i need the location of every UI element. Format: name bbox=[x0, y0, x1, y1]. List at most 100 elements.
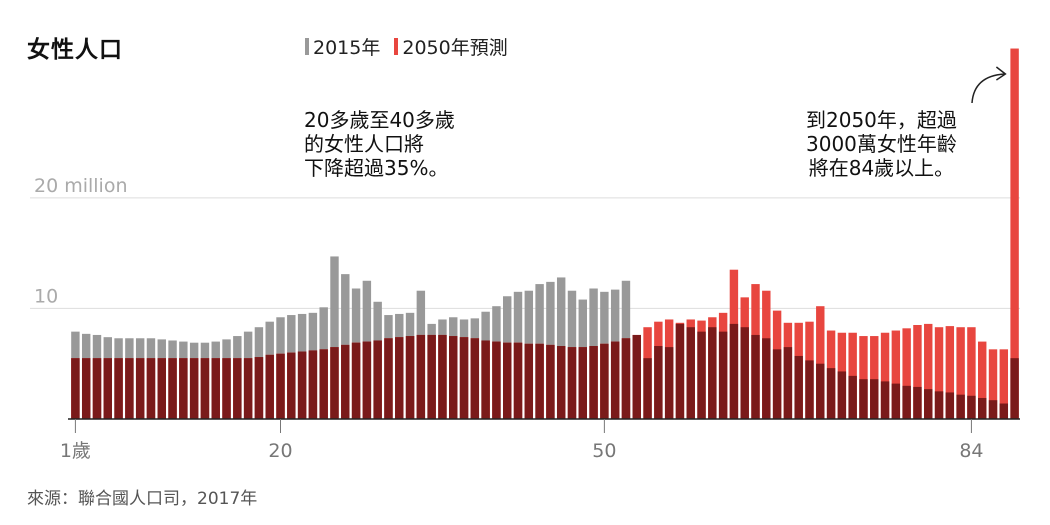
bar-overlap bbox=[740, 327, 749, 419]
bar-overlap bbox=[524, 343, 534, 419]
bar-overlap bbox=[654, 346, 663, 419]
bar-overlap bbox=[664, 347, 674, 419]
bar-2050 bbox=[816, 306, 825, 419]
bar-overlap bbox=[189, 358, 199, 419]
bar-2050 bbox=[999, 349, 1009, 419]
bar-overlap bbox=[135, 358, 145, 419]
bar-overlap bbox=[600, 343, 609, 419]
bar-2015 bbox=[330, 256, 339, 419]
bar-overlap bbox=[556, 346, 566, 419]
bar-overlap bbox=[783, 347, 793, 419]
bar-2050 bbox=[913, 325, 922, 419]
bar-overlap bbox=[675, 323, 685, 419]
bar-overlap bbox=[686, 327, 695, 419]
bar-overlap bbox=[643, 358, 652, 419]
bar-overlap bbox=[470, 338, 480, 419]
x-tick-label: 50 bbox=[592, 440, 616, 462]
bar-overlap bbox=[459, 337, 469, 419]
bar-2050 bbox=[902, 328, 911, 419]
bar-overlap bbox=[902, 385, 911, 419]
bar-overlap bbox=[1010, 358, 1019, 419]
bar-overlap bbox=[621, 338, 631, 419]
bar-2050 bbox=[934, 327, 944, 419]
bar-overlap bbox=[708, 327, 717, 419]
bar-overlap bbox=[276, 353, 285, 419]
legend-swatch-2050 bbox=[394, 38, 399, 55]
bar-overlap bbox=[805, 360, 814, 419]
annotation-left: 20多歲至40多歲 的女性人口將 下降超過35%。 bbox=[304, 108, 455, 180]
bar-overlap bbox=[826, 368, 836, 419]
bar-overlap bbox=[762, 338, 771, 419]
annotation-arrow bbox=[971, 73, 1005, 104]
legend-item-2015: 2015年 bbox=[305, 33, 380, 60]
legend-swatch-2015 bbox=[305, 38, 309, 55]
bar-overlap bbox=[772, 349, 782, 419]
bar-overlap bbox=[243, 358, 253, 419]
bar-overlap bbox=[945, 392, 955, 419]
bar-overlap bbox=[416, 334, 426, 419]
legend-label-2015: 2015年 bbox=[313, 37, 381, 59]
bar-2050 bbox=[967, 327, 976, 419]
legend-item-2050: 2050年預測 bbox=[394, 33, 508, 60]
bar-overlap bbox=[427, 334, 436, 419]
bar-overlap bbox=[535, 343, 544, 419]
legend-label-2050: 2050年預測 bbox=[402, 37, 508, 59]
arrow-head-icon bbox=[995, 66, 1007, 81]
bar-overlap bbox=[999, 403, 1009, 419]
bar-overlap bbox=[405, 336, 415, 419]
bar-overlap bbox=[351, 342, 361, 419]
bar-overlap bbox=[341, 344, 350, 419]
bar-2050 bbox=[859, 336, 868, 419]
bar-overlap bbox=[632, 334, 641, 419]
y-tick-label: 10 bbox=[34, 285, 58, 307]
bar-overlap bbox=[978, 397, 987, 419]
bar-overlap bbox=[200, 358, 210, 419]
bar-overlap bbox=[610, 341, 620, 419]
bar-overlap bbox=[287, 352, 296, 419]
bar-overlap bbox=[297, 351, 307, 419]
bar-overlap bbox=[103, 358, 112, 419]
bar-2050 bbox=[988, 349, 998, 419]
bar-2050 bbox=[924, 323, 933, 419]
bar-overlap bbox=[92, 358, 102, 419]
bar-overlap bbox=[362, 341, 372, 419]
bar-overlap bbox=[718, 331, 728, 419]
bar-overlap bbox=[233, 358, 242, 419]
bar-overlap bbox=[308, 350, 318, 419]
bar-overlap bbox=[211, 358, 220, 419]
bar-overlap bbox=[438, 334, 447, 419]
bar-2050 bbox=[945, 326, 955, 419]
bar-overlap bbox=[146, 358, 156, 419]
bar-overlap bbox=[503, 342, 512, 419]
legend: 2015年 2050年預測 bbox=[305, 33, 522, 60]
bar-overlap bbox=[924, 389, 933, 419]
bar-overlap bbox=[114, 358, 123, 419]
bar-overlap bbox=[81, 358, 91, 419]
bar-overlap bbox=[373, 340, 382, 419]
bar-2050 bbox=[891, 330, 901, 419]
bar-overlap bbox=[168, 358, 177, 419]
bar-overlap bbox=[870, 379, 879, 419]
bar-overlap bbox=[848, 375, 857, 419]
bar-overlap bbox=[179, 358, 188, 419]
bar-overlap bbox=[567, 347, 577, 419]
bar-overlap bbox=[880, 381, 890, 419]
bar-2050 bbox=[1010, 48, 1019, 419]
bar-overlap bbox=[794, 355, 803, 419]
bar-overlap bbox=[934, 391, 944, 419]
bar-overlap bbox=[157, 358, 166, 419]
bar-overlap bbox=[988, 400, 998, 419]
chart-title: 女性人口 bbox=[27, 37, 123, 63]
bar-overlap bbox=[891, 383, 901, 419]
annotation-right: 到2050年，超過 3000萬女性年齡 將在84歲以上。 bbox=[806, 108, 957, 180]
bar-overlap bbox=[837, 371, 847, 419]
bar-overlap bbox=[71, 358, 80, 419]
x-tick-label: 84 bbox=[959, 440, 983, 462]
bar-overlap bbox=[913, 386, 922, 419]
y-tick-label: 20 million bbox=[34, 175, 128, 197]
bar-2050 bbox=[956, 327, 965, 419]
bar-overlap bbox=[729, 323, 739, 419]
bar-overlap bbox=[816, 363, 825, 419]
bar-overlap bbox=[481, 340, 490, 419]
